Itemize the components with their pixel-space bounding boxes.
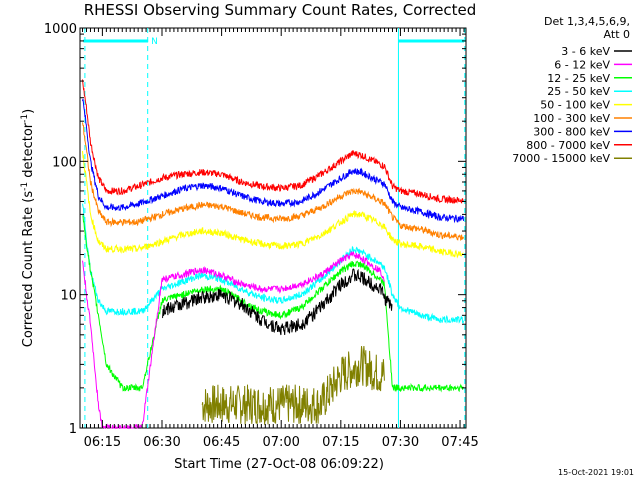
- y-axis-label: Corrected Count Rate (s-1 detector-1): [20, 109, 36, 347]
- series-7000-15000-kev: [201, 345, 385, 425]
- y-tick-label: 10: [60, 289, 77, 304]
- y-axis: 1 10 100 1000: [44, 22, 466, 437]
- series-50-100-kev: [82, 150, 464, 259]
- x-tick-label: 07:15: [322, 435, 359, 450]
- x-tick-label: 07:00: [262, 435, 299, 450]
- chart-title: RHESSI Observing Summary Count Rates, Co…: [84, 1, 477, 19]
- legend-header-1: Det 1,3,4,5,6,9,: [544, 15, 630, 28]
- x-tick-label: 07:30: [382, 435, 419, 450]
- series-layer: [82, 79, 464, 430]
- legend-header-2: Att 0: [604, 28, 630, 41]
- y-tick-label: 1: [69, 422, 77, 437]
- x-axis: 06:15 06:30 06:45 07:00 07:15 07:30 07:45: [82, 28, 479, 450]
- x-axis-label: Start Time (27-Oct-08 06:09:22): [174, 457, 384, 472]
- legend-300-800-kev-label: 300 - 800 keV: [533, 125, 610, 138]
- footer-timestamp: 15-Oct-2021 19:01: [558, 468, 634, 477]
- legend-800-7000-kev-label: 800 - 7000 keV: [526, 139, 610, 152]
- series-100-300-kev: [82, 122, 464, 241]
- x-tick-label: 07:45: [441, 435, 478, 450]
- legend-12-25-kev-label: 12 - 25 keV: [547, 72, 610, 85]
- y-tick-label: 100: [52, 155, 77, 170]
- night-label: N: [151, 37, 158, 47]
- series-12-25-kev: [82, 215, 464, 393]
- y-axis-label-tail: detector: [21, 122, 36, 182]
- x-tick-label: 06:30: [143, 435, 180, 450]
- legend-3-6-kev-label: 3 - 6 keV: [561, 45, 610, 58]
- series-6-12-kev: [82, 250, 385, 430]
- series-3-6-kev: [161, 268, 393, 336]
- series-25-50-kev: [82, 203, 464, 325]
- y-axis-label-main: Corrected Count Rate (s: [21, 191, 36, 348]
- series-300-800-kev: [82, 98, 464, 224]
- legend-100-300-kev-label: 100 - 300 keV: [533, 112, 610, 125]
- series-800-7000-kev: [82, 79, 464, 205]
- legend-6-12-kev-label: 6 - 12 keV: [554, 58, 610, 71]
- x-tick-label: 06:45: [203, 435, 240, 450]
- y-tick-label: 1000: [44, 22, 77, 37]
- y-axis-label-sup: -1: [20, 182, 30, 191]
- y-axis-label-sup2: -1: [20, 114, 30, 123]
- y-axis-label-end: ): [21, 109, 36, 114]
- legend-50-100-kev-label: 50 - 100 keV: [540, 99, 610, 112]
- x-tick-label: 06:15: [84, 435, 121, 450]
- legend-7000-15000-kev-label: 7000 - 15000 keV: [512, 152, 610, 165]
- legend-25-50-kev-label: 25 - 50 keV: [547, 85, 610, 98]
